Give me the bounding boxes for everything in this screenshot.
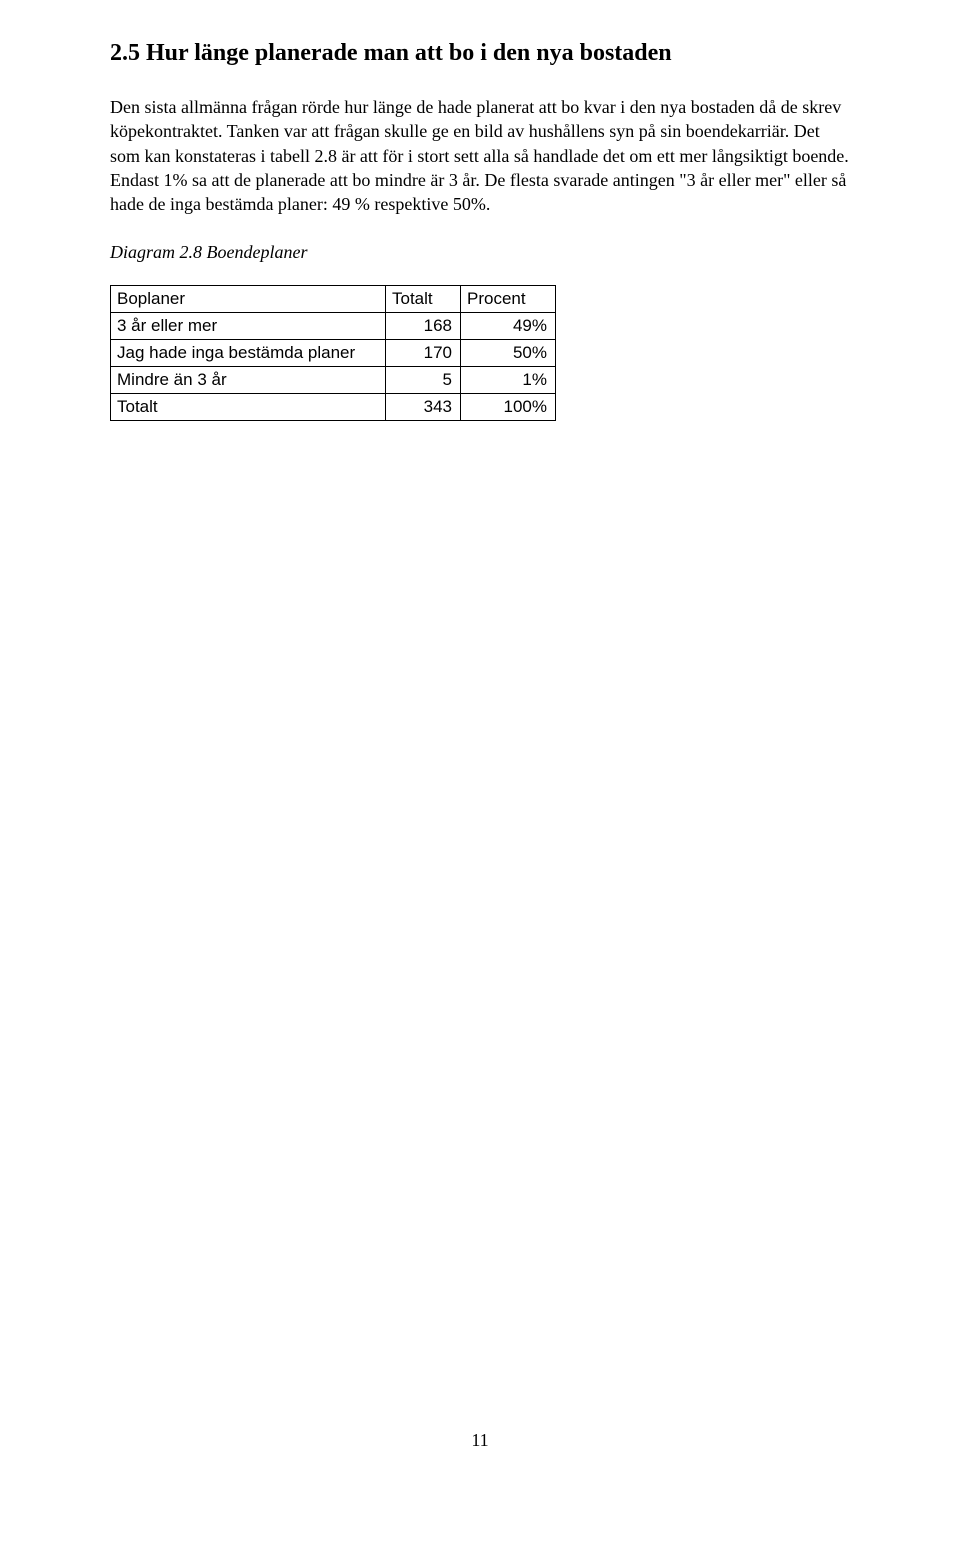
cell-procent: 49% — [461, 313, 556, 340]
boendeplaner-table: Boplaner Totalt Procent 3 år eller mer 1… — [110, 285, 556, 421]
cell-totalt: 5 — [386, 367, 461, 394]
cell-procent: 100% — [461, 394, 556, 421]
cell-totalt: 168 — [386, 313, 461, 340]
diagram-title: Diagram 2.8 Boendeplaner — [110, 242, 850, 263]
page-number: 11 — [0, 1430, 960, 1451]
table-row-total: Totalt 343 100% — [111, 394, 556, 421]
cell-procent: 50% — [461, 340, 556, 367]
cell-label: Jag hade inga bestämda planer — [111, 340, 386, 367]
col-header-procent: Procent — [461, 286, 556, 313]
cell-label: 3 år eller mer — [111, 313, 386, 340]
table-row: Mindre än 3 år 5 1% — [111, 367, 556, 394]
cell-totalt: 343 — [386, 394, 461, 421]
col-header-totalt: Totalt — [386, 286, 461, 313]
cell-totalt: 170 — [386, 340, 461, 367]
table-row: 3 år eller mer 168 49% — [111, 313, 556, 340]
col-header-boplaner: Boplaner — [111, 286, 386, 313]
body-paragraph: Den sista allmänna frågan rörde hur läng… — [110, 95, 850, 216]
cell-procent: 1% — [461, 367, 556, 394]
cell-label: Totalt — [111, 394, 386, 421]
cell-label: Mindre än 3 år — [111, 367, 386, 394]
document-page: 2.5 Hur länge planerade man att bo i den… — [0, 0, 960, 421]
table-header-row: Boplaner Totalt Procent — [111, 286, 556, 313]
section-heading: 2.5 Hur länge planerade man att bo i den… — [110, 40, 850, 67]
table-row: Jag hade inga bestämda planer 170 50% — [111, 340, 556, 367]
